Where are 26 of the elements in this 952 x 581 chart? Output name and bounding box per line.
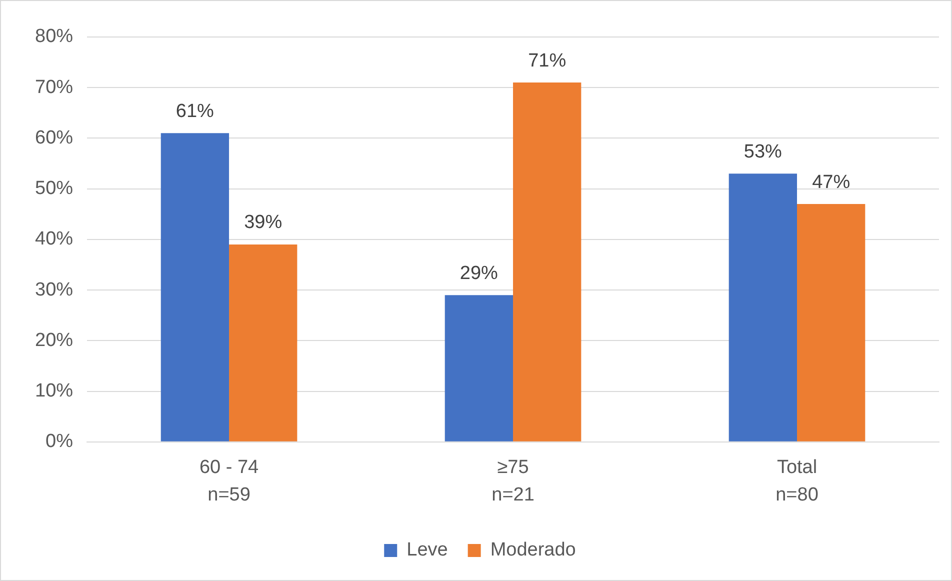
data-label: 39% <box>244 212 282 234</box>
bar <box>229 244 298 442</box>
data-label: 53% <box>744 141 782 162</box>
data-label: 71% <box>528 50 566 72</box>
data-label: 29% <box>460 262 498 284</box>
data-label: 61% <box>176 100 214 122</box>
legend-label: Leve <box>406 540 448 561</box>
bar <box>444 295 514 442</box>
x-tick-label: Total n=80 <box>776 456 818 506</box>
y-tick-label: 30% <box>34 279 74 300</box>
bar <box>797 204 866 442</box>
y-tick-label: 80% <box>34 26 74 48</box>
x-tick-label: 60 - 74 n=59 <box>199 456 260 506</box>
y-tick-label: 40% <box>34 228 74 250</box>
y-tick-label: 20% <box>34 330 74 351</box>
y-tick-label: 70% <box>34 76 74 98</box>
y-tick-label: 60% <box>34 127 74 148</box>
bar <box>513 82 582 442</box>
y-tick-label: 10% <box>34 380 74 402</box>
x-tick-label: ≥75 n=21 <box>492 456 534 506</box>
legend-label: Moderado <box>490 540 576 561</box>
bar <box>160 133 230 442</box>
y-tick-label: 0% <box>46 431 74 452</box>
data-label: 47% <box>812 172 850 193</box>
bar <box>728 174 798 442</box>
y-tick-label: 50% <box>34 178 74 200</box>
